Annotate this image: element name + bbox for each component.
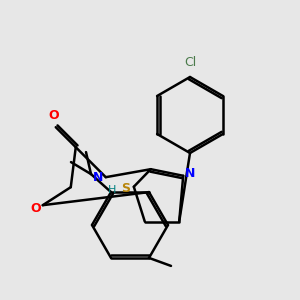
Text: O: O — [48, 109, 59, 122]
Text: O: O — [30, 202, 41, 215]
Text: S: S — [121, 182, 130, 195]
Text: H: H — [108, 185, 116, 195]
Text: Cl: Cl — [184, 56, 196, 69]
Text: N: N — [185, 167, 196, 180]
Text: N: N — [92, 171, 103, 184]
